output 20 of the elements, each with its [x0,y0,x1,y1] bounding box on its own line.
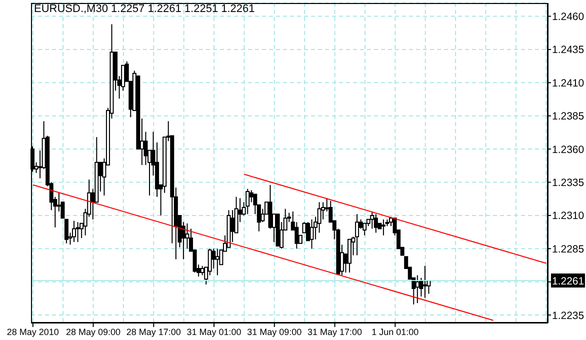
y-tick-label: 1.2460 [552,11,584,24]
y-tick-label: 1.2410 [552,77,584,90]
y-tick-label: 1.2335 [552,176,584,189]
y-tick-label: 1.2360 [552,144,584,156]
x-tick-label: 28 May 2010 [6,327,59,337]
ref-line-label: 1.2261 [552,276,584,288]
candlestick [76,222,80,242]
x-tick-label: 1 Jun 01:00 [372,327,419,337]
x-tick-label: 31 May 09:00 [247,327,302,337]
candlestick [422,266,427,298]
y-tick-label: 1.2285 [552,243,584,256]
x-tick-label: 28 May 09:00 [66,327,121,337]
x-tick-label: 31 May 01:00 [186,327,242,337]
y-tick-label: 1.2435 [552,44,584,56]
chart-title: EURUSD.,M30 1.2257 1.2261 1.2251 1.2261 [34,3,255,15]
x-tick-label: 31 May 17:00 [308,327,362,337]
y-tick-label: 1.2310 [552,210,584,222]
y-tick-label: 1.2235 [552,310,584,322]
y-tick-label: 1.2385 [552,110,584,123]
x-tick-label: 28 May 17:00 [126,327,181,337]
